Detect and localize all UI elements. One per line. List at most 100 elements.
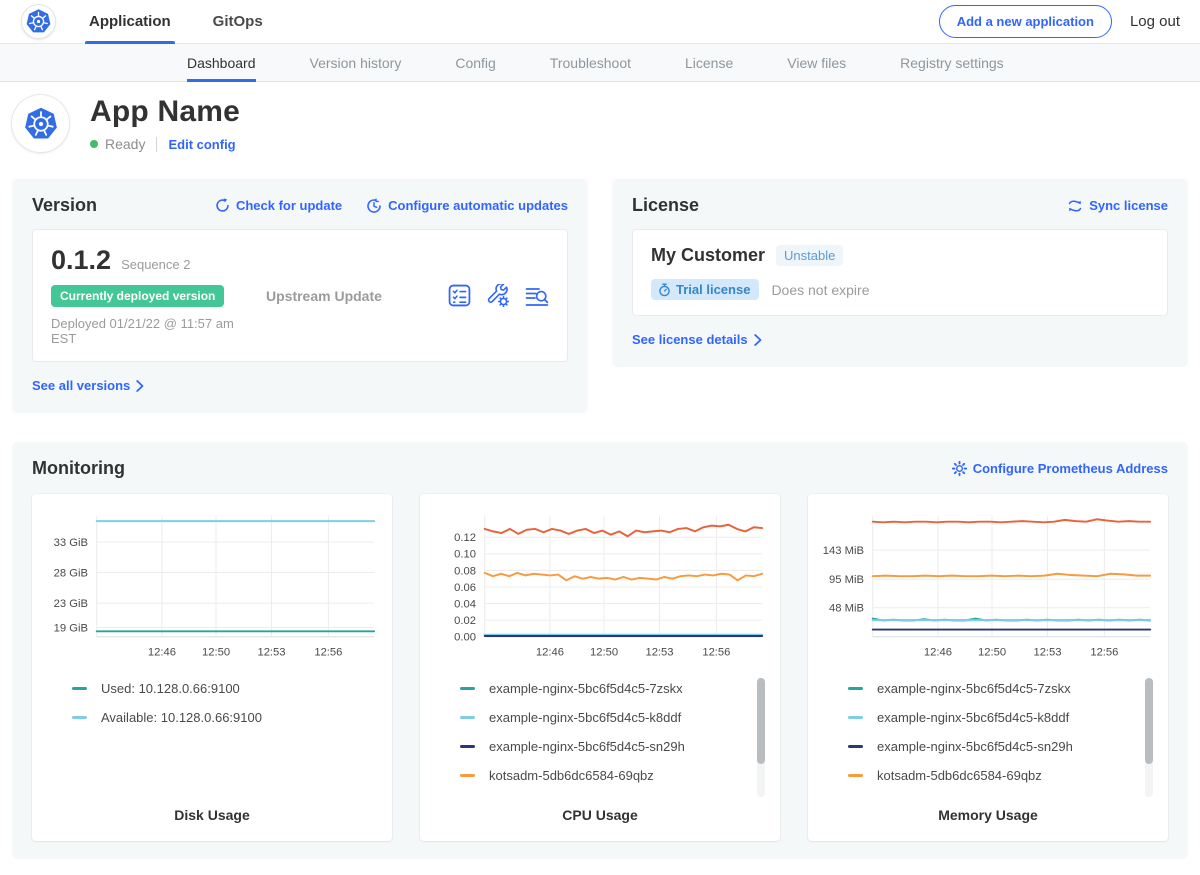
legend-swatch-icon	[72, 716, 87, 719]
legend-item: example-nginx-5bc6f5d4c5-sn29h	[848, 732, 1156, 761]
svg-text:143 MiB: 143 MiB	[823, 545, 864, 557]
see-all-versions-link[interactable]: See all versions	[32, 378, 144, 393]
tab-gitops[interactable]: GitOps	[213, 0, 263, 44]
legend-swatch-icon	[72, 687, 87, 690]
config-wrench-icon[interactable]	[486, 284, 510, 308]
svg-text:28 GiB: 28 GiB	[54, 567, 88, 579]
legend-item: example-nginx-5bc6f5d4c5-sn29h	[460, 732, 768, 761]
legend-label: example-nginx-5bc6f5d4c5-sn29h	[489, 739, 685, 754]
cpu-usage-chart-card: 0.120.100.080.060.040.020.0012:4612:5012…	[420, 494, 780, 841]
svg-text:12:46: 12:46	[924, 646, 952, 658]
version-card: Version Check for update	[12, 179, 588, 413]
svg-text:12:53: 12:53	[1033, 646, 1061, 658]
subtab-view-files[interactable]: View files	[787, 44, 846, 81]
legend-label: kotsadm-5db6dc6584-69qbz	[877, 768, 1042, 783]
legend-item: example-nginx-5bc6f5d4c5-7zskx	[848, 674, 1156, 703]
tab-application[interactable]: Application	[89, 0, 171, 44]
sync-arrows-icon	[1067, 199, 1083, 213]
svg-text:12:46: 12:46	[148, 646, 176, 658]
version-source-label: Upstream Update	[256, 288, 448, 304]
refresh-icon	[215, 198, 230, 213]
svg-text:12:46: 12:46	[536, 646, 564, 658]
legend-label: example-nginx-5bc6f5d4c5-k8ddf	[489, 710, 681, 725]
chart-title: Memory Usage	[820, 801, 1156, 831]
svg-text:0.02: 0.02	[454, 615, 476, 627]
svg-text:0.12: 0.12	[454, 532, 476, 544]
svg-text:12:56: 12:56	[702, 646, 730, 658]
line-chart: 143 MiB95 MiB48 MiB12:4612:5012:5312:56	[820, 506, 1156, 664]
legend-scrollbar-thumb[interactable]	[1145, 678, 1153, 764]
disk-usage-legend: Used: 10.128.0.66:9100 Available: 10.128.…	[44, 674, 380, 732]
svg-text:19 GiB: 19 GiB	[54, 622, 88, 634]
svg-text:12:50: 12:50	[202, 646, 230, 658]
legend-scrollbar-thumb[interactable]	[757, 678, 765, 764]
deploy-logs-icon[interactable]	[525, 285, 549, 307]
license-heading: License	[632, 195, 699, 216]
see-license-details-link[interactable]: See license details	[632, 332, 762, 347]
monitoring-heading: Monitoring	[32, 458, 125, 479]
legend-swatch-icon	[460, 745, 475, 748]
disk-usage-plot: 33 GiB28 GiB23 GiB19 GiB12:4612:5012:531…	[44, 506, 380, 664]
legend-label: example-nginx-5bc6f5d4c5-k8ddf	[877, 710, 1069, 725]
subtab-dashboard[interactable]: Dashboard	[187, 44, 256, 81]
svg-text:0.10: 0.10	[454, 549, 476, 561]
chevron-right-icon	[754, 334, 762, 346]
legend-swatch-icon	[848, 687, 863, 690]
legend-scrollbar-track	[1145, 678, 1153, 797]
svg-text:12:53: 12:53	[257, 646, 285, 658]
legend-item: kotsadm-5db6dc6584-69qbz	[848, 761, 1156, 790]
sync-license-link[interactable]: Sync license	[1067, 198, 1168, 213]
customer-name: My Customer	[651, 245, 765, 266]
current-version-row: 0.1.2 Sequence 2 Currently deployed vers…	[32, 229, 568, 362]
cpu-usage-plot: 0.120.100.080.060.040.020.0012:4612:5012…	[432, 506, 768, 664]
legend-item: Used: 10.128.0.66:9100	[72, 674, 380, 703]
app-header: App Name Ready Edit config	[0, 82, 1200, 170]
channel-badge: Unstable	[776, 245, 843, 266]
license-card: License Sync license My Customer Unstabl…	[612, 179, 1188, 367]
clock-update-icon	[366, 198, 382, 214]
subtab-version-history[interactable]: Version history	[310, 44, 402, 81]
legend-swatch-icon	[460, 774, 475, 777]
license-details-row: My Customer Unstable Trial license Does …	[632, 229, 1168, 316]
legend-label: example-nginx-5bc6f5d4c5-7zskx	[877, 681, 1071, 696]
check-for-update-link[interactable]: Check for update	[215, 198, 342, 213]
legend-swatch-icon	[848, 745, 863, 748]
app-status-label: Ready	[105, 136, 145, 152]
app-kubernetes-icon	[12, 95, 69, 152]
legend-label: kotsadm-5db6dc6584-69qbz	[489, 768, 654, 783]
svg-text:12:53: 12:53	[645, 646, 673, 658]
version-heading: Version	[32, 195, 97, 216]
divider	[156, 137, 157, 152]
legend-swatch-icon	[848, 774, 863, 777]
memory-usage-plot: 143 MiB95 MiB48 MiB12:4612:5012:5312:56	[820, 506, 1156, 664]
preflight-checks-icon[interactable]	[448, 284, 471, 307]
chart-title: Disk Usage	[44, 801, 380, 831]
kubernetes-logo-icon	[22, 5, 55, 38]
top-navigation-bar: Application GitOps Add a new application…	[0, 0, 1200, 44]
subtab-registry-settings[interactable]: Registry settings	[900, 44, 1003, 81]
legend-item: example-nginx-5bc6f5d4c5-k8ddf	[460, 703, 768, 732]
subtab-license[interactable]: License	[685, 44, 733, 81]
log-out-button[interactable]: Log out	[1130, 13, 1180, 30]
memory-usage-legend: example-nginx-5bc6f5d4c5-7zskx example-ng…	[820, 674, 1156, 790]
svg-text:12:50: 12:50	[590, 646, 618, 658]
svg-text:12:56: 12:56	[1090, 646, 1118, 658]
configure-prometheus-link[interactable]: Configure Prometheus Address	[952, 461, 1168, 476]
legend-item: Available: 10.128.0.66:9100	[72, 703, 380, 732]
gear-icon	[952, 461, 967, 476]
edit-config-link[interactable]: Edit config	[168, 137, 235, 152]
currently-deployed-badge: Currently deployed version	[51, 285, 224, 307]
legend-item: example-nginx-5bc6f5d4c5-7zskx	[460, 674, 768, 703]
add-new-application-button[interactable]: Add a new application	[939, 5, 1112, 38]
legend-item: example-nginx-5bc6f5d4c5-k8ddf	[848, 703, 1156, 732]
svg-text:48 MiB: 48 MiB	[829, 603, 864, 615]
subtab-config[interactable]: Config	[455, 44, 495, 81]
subtab-troubleshoot[interactable]: Troubleshoot	[550, 44, 631, 81]
configure-automatic-updates-link[interactable]: Configure automatic updates	[366, 198, 568, 214]
legend-label: example-nginx-5bc6f5d4c5-7zskx	[489, 681, 683, 696]
version-sequence: Sequence 2	[121, 257, 190, 272]
legend-label: Available: 10.128.0.66:9100	[101, 710, 262, 725]
memory-usage-chart-card: 143 MiB95 MiB48 MiB12:4612:5012:5312:56 …	[808, 494, 1168, 841]
version-number: 0.1.2	[51, 245, 111, 276]
page-title: App Name	[90, 95, 240, 129]
